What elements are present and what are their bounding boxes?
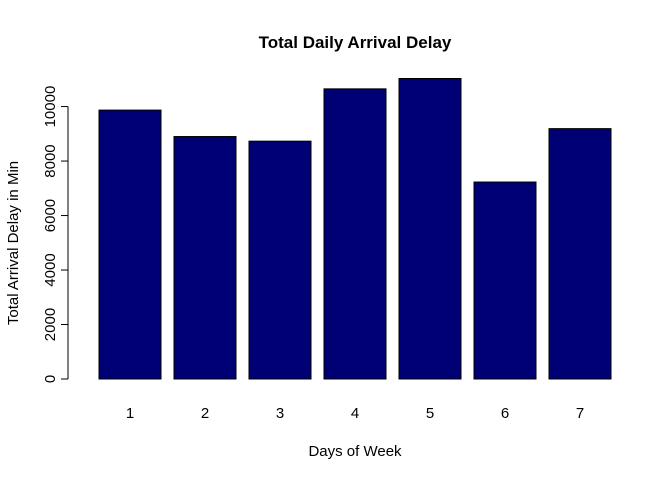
chart-title: Total Daily Arrival Delay bbox=[259, 33, 452, 52]
y-axis: 0 2000 4000 6000 8000 10000 bbox=[42, 86, 69, 383]
bars-group bbox=[98, 78, 612, 380]
y-tick-label-8000: 8000 bbox=[42, 144, 59, 177]
y-tick-label-2000: 2000 bbox=[42, 308, 59, 341]
bar-4 bbox=[323, 88, 387, 380]
bar-1 bbox=[98, 109, 162, 380]
x-tick-label-2: 2 bbox=[201, 405, 209, 422]
bar-7 bbox=[548, 128, 612, 380]
bar-2 bbox=[173, 136, 237, 380]
x-tick-label-1: 1 bbox=[126, 405, 134, 422]
bar-3 bbox=[248, 140, 312, 380]
x-tick-labels: 1 2 3 4 5 6 7 bbox=[126, 405, 584, 422]
x-tick-label-4: 4 bbox=[351, 405, 359, 422]
y-tick-label-10000: 10000 bbox=[42, 86, 59, 128]
x-tick-label-3: 3 bbox=[276, 405, 284, 422]
x-tick-label-5: 5 bbox=[426, 405, 434, 422]
y-axis-label: Total Arrival Delay in Min bbox=[5, 161, 22, 325]
x-axis-label: Days of Week bbox=[308, 443, 402, 460]
y-tick-label-6000: 6000 bbox=[42, 199, 59, 232]
x-tick-label-6: 6 bbox=[501, 405, 509, 422]
bar-6 bbox=[473, 181, 537, 380]
bar-5 bbox=[398, 78, 462, 380]
x-tick-label-7: 7 bbox=[576, 405, 584, 422]
y-tick-label-0: 0 bbox=[42, 375, 59, 383]
y-tick-label-4000: 4000 bbox=[42, 253, 59, 286]
